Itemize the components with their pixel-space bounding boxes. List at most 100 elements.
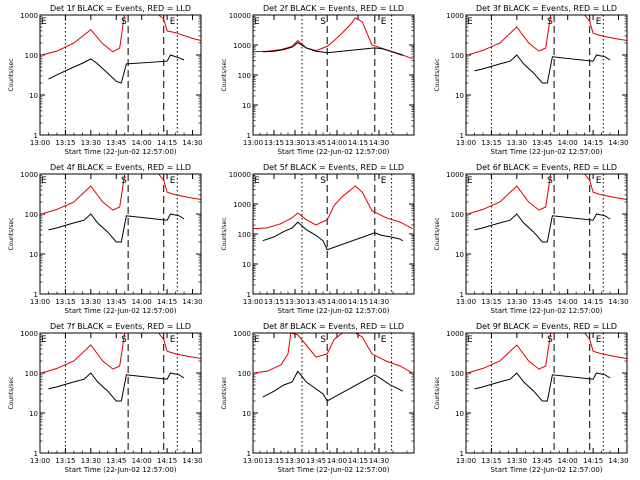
panel-det-2: Det 2f BLACK = Events, RED = LLD Counts/s…: [221, 4, 415, 156]
x-tick-label: 14:15: [348, 139, 368, 147]
end-marker-label-left: E: [41, 17, 47, 27]
end-marker-label-left: E: [254, 176, 260, 186]
lld-series-line: [253, 333, 413, 374]
plot-frame: [39, 332, 202, 454]
x-tick-label: 13:30: [285, 457, 305, 465]
plot-area: [41, 174, 201, 243]
x-tick-label: 13:00: [243, 457, 263, 465]
lld-series-line: [253, 185, 413, 230]
x-tick-label: 13:30: [81, 298, 101, 306]
x-tick-label: 13:15: [55, 139, 75, 147]
x-axis-label: Start Time (22-Jun-02 12:57:00): [65, 466, 177, 474]
x-tick-label: 13:00: [243, 298, 263, 306]
events-series-line: [474, 54, 611, 84]
panel-title: Det 9f BLACK = Events, RED = LLD: [476, 322, 617, 331]
y-tick-label: 1: [34, 132, 38, 140]
panel-det-6: Det 6f BLACK = Events, RED = LLD Counts/s…: [434, 163, 629, 315]
x-tick-label: 13:30: [507, 298, 527, 306]
x-axis-label: Start Time (22-Jun-02 12:57:00): [278, 466, 390, 474]
x-tick-label: 13:15: [264, 139, 284, 147]
end-marker-label: E: [596, 17, 602, 27]
x-tick-label: 14:15: [583, 139, 603, 147]
events-series-line: [474, 372, 611, 402]
x-tick-label: 13:30: [81, 139, 101, 147]
y-tick-label: 100: [451, 211, 464, 219]
events-series-line: [262, 221, 404, 251]
y-tick-label: 1000: [233, 330, 251, 338]
panel-title: Det 7f BLACK = Events, RED = LLD: [50, 322, 191, 331]
panel-det-8: Det 8f BLACK = Events, RED = LLD Counts/s…: [221, 322, 415, 474]
x-tick-label: 13:45: [106, 139, 126, 147]
y-tick-label: 1000: [20, 171, 38, 179]
end-marker-label: E: [170, 17, 176, 27]
plot-area: [467, 15, 627, 84]
end-marker-label: E: [596, 176, 602, 186]
lld-series-line: [467, 333, 627, 374]
y-tick-label: 10: [455, 251, 464, 259]
y-axis-label: Counts/sec: [221, 58, 228, 91]
plot-frame: [465, 14, 628, 136]
plot-frame: [252, 332, 415, 454]
x-tick-label: 13:30: [285, 298, 305, 306]
end-marker-label-left: E: [254, 335, 260, 345]
y-tick-label: 1: [247, 132, 251, 140]
x-tick-label: 13:45: [532, 298, 552, 306]
x-axis-label: Start Time (22-Jun-02 12:57:00): [491, 466, 603, 474]
y-tick-label: 10: [29, 410, 38, 418]
y-tick-label: 1: [34, 291, 38, 299]
start-marker-label: S: [547, 17, 553, 27]
y-tick-label: 10000: [229, 171, 251, 179]
end-marker-label: E: [170, 176, 176, 186]
y-tick-label: 1000: [446, 12, 464, 20]
x-tick-label: 14:15: [157, 139, 177, 147]
end-marker-label: E: [170, 335, 176, 345]
end-marker-label: E: [381, 17, 387, 27]
x-tick-label: 14:15: [157, 457, 177, 465]
panel-title: Det 8f BLACK = Events, RED = LLD: [263, 322, 404, 331]
y-tick-label: 1000: [20, 330, 38, 338]
y-tick-label: 100: [238, 370, 251, 378]
y-axis-label: Counts/sec: [8, 217, 15, 250]
y-tick-label: 1: [460, 132, 464, 140]
panel-det-9: Det 9f BLACK = Events, RED = LLD Counts/s…: [434, 322, 629, 474]
x-tick-label: 13:45: [306, 457, 326, 465]
x-axis-label: Start Time (22-Jun-02 12:57:00): [65, 307, 177, 315]
y-tick-label: 10: [455, 410, 464, 418]
x-tick-label: 14:30: [608, 139, 628, 147]
panel-det-3: Det 3f BLACK = Events, RED = LLD Counts/s…: [434, 4, 629, 156]
x-tick-label: 14:00: [327, 457, 347, 465]
plot-area: [41, 15, 201, 84]
events-series-line: [48, 213, 185, 243]
y-tick-label: 10: [242, 102, 251, 110]
x-tick-label: 14:15: [583, 298, 603, 306]
lld-series-line: [253, 17, 413, 60]
x-tick-label: 14:30: [369, 298, 389, 306]
x-tick-label: 13:00: [456, 457, 476, 465]
y-tick-label: 1: [247, 291, 251, 299]
y-tick-label: 100: [451, 52, 464, 60]
end-marker-label-left: E: [467, 335, 473, 345]
x-axis-label: Start Time (22-Jun-02 12:57:00): [278, 307, 390, 315]
start-marker-label: S: [121, 176, 127, 186]
start-marker-label: S: [121, 335, 127, 345]
y-tick-label: 1000: [20, 12, 38, 20]
y-tick-label: 100: [451, 370, 464, 378]
x-tick-label: 14:30: [182, 457, 202, 465]
y-tick-label: 1000: [446, 330, 464, 338]
panel-title: Det 5f BLACK = Events, RED = LLD: [263, 163, 404, 172]
events-series-line: [262, 41, 403, 56]
lld-series-line: [467, 174, 627, 215]
x-tick-label: 13:00: [30, 457, 50, 465]
x-tick-label: 14:30: [608, 457, 628, 465]
x-tick-label: 14:15: [583, 457, 603, 465]
x-tick-label: 13:00: [243, 139, 263, 147]
start-marker-label: S: [547, 335, 553, 345]
y-tick-label: 10: [455, 92, 464, 100]
x-tick-label: 14:00: [327, 139, 347, 147]
end-marker-label-left: E: [467, 17, 473, 27]
x-tick-label: 14:30: [182, 298, 202, 306]
x-tick-label: 13:15: [481, 298, 501, 306]
end-marker-label-left: E: [254, 17, 260, 27]
y-tick-label: 1: [460, 291, 464, 299]
x-tick-label: 13:30: [507, 457, 527, 465]
